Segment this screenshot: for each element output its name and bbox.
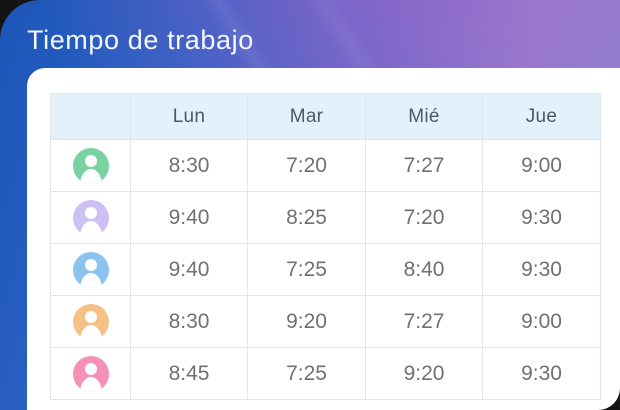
user-icon	[72, 355, 109, 392]
user-icon-head	[84, 206, 97, 219]
avatar-cell	[50, 295, 131, 348]
time-cell: 8:30	[130, 295, 248, 348]
table-row: 9:40 7:25 8:40 9:30	[50, 243, 601, 296]
user-icon-shoulders	[79, 168, 102, 184]
avatar-column-header	[50, 93, 131, 140]
column-header-lun: Lun	[130, 93, 248, 140]
time-cell: 9:30	[482, 243, 601, 296]
table-row: 8:30 7:20 7:27 9:00	[50, 139, 601, 192]
time-cell: 7:20	[247, 139, 366, 192]
time-cell: 8:30	[130, 139, 248, 192]
page-title: Tiempo de trabajo	[27, 25, 254, 55]
user-icon-head	[84, 258, 97, 271]
user-icon-head	[84, 310, 97, 323]
time-cell: 8:25	[247, 191, 366, 244]
user-icon	[72, 303, 109, 340]
time-cell: 9:30	[482, 347, 601, 400]
time-cell: 7:20	[365, 191, 483, 244]
table-row: 8:30 9:20 7:27 9:00	[50, 295, 601, 348]
column-header-mie: Mié	[365, 93, 483, 140]
time-cell: 7:25	[247, 243, 366, 296]
time-cell: 7:27	[365, 139, 483, 192]
time-cell: 9:40	[130, 191, 248, 244]
time-cell: 9:20	[247, 295, 366, 348]
time-cell: 7:25	[247, 347, 366, 400]
avatar-cell	[50, 243, 131, 296]
user-icon-shoulders	[79, 272, 102, 288]
user-icon-head	[84, 154, 97, 167]
table-row: 8:45 7:25 9:20 9:30	[50, 347, 601, 400]
user-icon-shoulders	[79, 324, 102, 340]
work-time-table: Lun Mar Mié Jue 8:30 7:20 7:27 9:00 9:40 8:25…	[50, 93, 601, 400]
table-header-row: Lun Mar Mié Jue	[50, 93, 601, 140]
time-cell: 9:30	[482, 191, 601, 244]
avatar-cell	[50, 139, 131, 192]
avatar-cell	[50, 347, 131, 400]
time-cell: 9:40	[130, 243, 248, 296]
table-body: 8:30 7:20 7:27 9:00 9:40 8:25 7:20 9:30 9:40 7:25…	[50, 139, 601, 400]
time-cell: 9:20	[365, 347, 483, 400]
time-cell: 7:27	[365, 295, 483, 348]
content-panel: Lun Mar Mié Jue 8:30 7:20 7:27 9:00 9:40 8:25…	[27, 68, 620, 410]
column-header-jue: Jue	[482, 93, 601, 140]
column-header-mar: Mar	[247, 93, 366, 140]
user-icon-shoulders	[79, 376, 102, 392]
table-row: 9:40 8:25 7:20 9:30	[50, 191, 601, 244]
user-icon-head	[84, 362, 97, 375]
user-icon	[72, 147, 109, 184]
time-cell: 9:00	[482, 295, 601, 348]
time-cell: 9:00	[482, 139, 601, 192]
avatar-cell	[50, 191, 131, 244]
time-cell: 8:45	[130, 347, 248, 400]
time-cell: 8:40	[365, 243, 483, 296]
user-icon-shoulders	[79, 220, 102, 236]
user-icon	[72, 199, 109, 236]
user-icon	[72, 251, 109, 288]
